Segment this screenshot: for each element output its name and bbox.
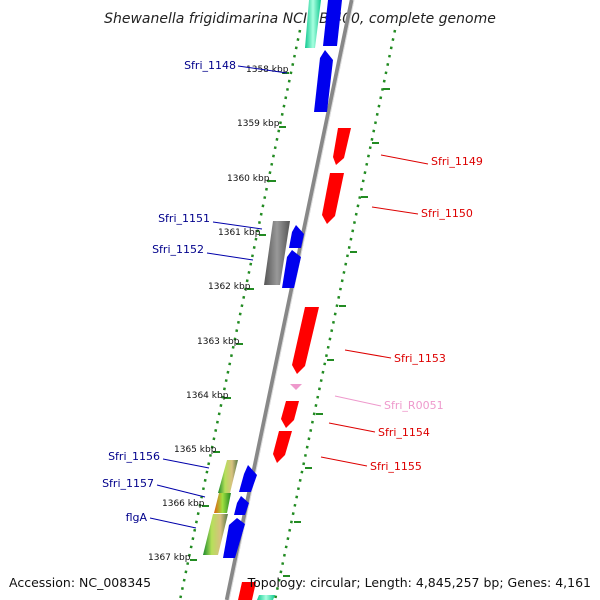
accession-text: Accession: NC_008345 <box>9 575 151 590</box>
gene-label-sfri-r0051[interactable]: Sfri_R0051 <box>384 399 444 412</box>
gene-arrow-sfri-1152[interactable] <box>282 250 301 288</box>
gene-label-sfri-1148[interactable]: Sfri_1148 <box>184 59 236 72</box>
label-leader-line <box>212 221 263 230</box>
kbp-ticks: 1358 kbp 1359 kbp 1360 kbp 1361 kbp 1362… <box>148 65 289 563</box>
tick-label: 1359 kbp <box>237 119 280 129</box>
gene-arrow-sfri-1150[interactable] <box>322 173 344 224</box>
genome-backbone-highlight <box>228 0 355 600</box>
gene-arrow-sfri-1151[interactable] <box>289 225 304 248</box>
label-leader-line <box>156 484 206 498</box>
right-track-ticks <box>283 88 390 577</box>
tick-label: 1363 kbp <box>197 337 240 347</box>
gene-arrow-sfri-1148[interactable] <box>314 50 333 112</box>
gene-block-bottom[interactable] <box>257 595 275 600</box>
tick-label: 1367 kbp <box>148 553 191 563</box>
label-leader-line <box>380 154 429 165</box>
gene-label-flga[interactable]: flgA <box>126 511 148 524</box>
label-leader-line <box>149 517 197 529</box>
tick-label: 1360 kbp <box>227 174 270 184</box>
gene-block-green-1[interactable] <box>218 460 238 493</box>
gene-label-sfri-1150[interactable]: Sfri_1150 <box>421 207 473 220</box>
label-leader-line <box>237 65 288 74</box>
gene-arrow-flga[interactable] <box>223 518 245 558</box>
gene-arrow-bottom-red[interactable] <box>238 582 256 600</box>
label-leader-line <box>328 422 376 433</box>
gene-arrow-sfri-1157[interactable] <box>234 496 249 515</box>
gene-block-orange[interactable] <box>214 493 231 513</box>
gene-arrow-sfri-1154[interactable] <box>281 401 299 428</box>
label-leader-line <box>162 458 210 469</box>
gene-block-teal[interactable] <box>305 0 321 48</box>
map-title: Shewanella frigidimarina NCIMB 400, comp… <box>104 11 496 27</box>
right-dotted-track <box>273 29 397 600</box>
gene-arrow-sfri-1147[interactable] <box>323 0 342 46</box>
gene-arrow-sfri-r0051[interactable] <box>290 384 302 390</box>
tick-label: 1365 kbp <box>174 445 217 455</box>
gene-arrow-sfri-1149[interactable] <box>333 128 351 165</box>
genome-backbone <box>224 0 355 600</box>
tick-label: 1361 kbp <box>218 228 261 238</box>
label-leader-line <box>344 349 392 359</box>
gene-arrow-sfri-1155[interactable] <box>273 431 292 463</box>
left-dotted-track <box>178 29 302 600</box>
label-leader-line <box>371 206 419 215</box>
gene-label-sfri-1149[interactable]: Sfri_1149 <box>431 155 483 168</box>
gene-label-sfri-1154[interactable]: Sfri_1154 <box>378 426 430 439</box>
right-gene-labels: Sfri_1149 Sfri_1150 Sfri_1153 Sfri_R0051… <box>320 154 483 473</box>
gene-arrow-sfri-1156[interactable] <box>239 465 257 492</box>
gene-label-sfri-1155[interactable]: Sfri_1155 <box>370 460 422 473</box>
left-gene-labels: Sfri_1148 Sfri_1151 Sfri_1152 Sfri_1156 … <box>102 59 288 529</box>
gene-label-sfri-1156[interactable]: Sfri_1156 <box>108 450 160 463</box>
gene-arrow-sfri-1153[interactable] <box>292 307 319 374</box>
gene-label-sfri-1153[interactable]: Sfri_1153 <box>394 352 446 365</box>
label-leader-line <box>206 252 254 261</box>
tick-label: 1366 kbp <box>162 499 205 509</box>
tick-label: 1362 kbp <box>208 282 251 292</box>
gene-label-sfri-1151[interactable]: Sfri_1151 <box>158 212 210 225</box>
gene-block-gray[interactable] <box>264 221 290 285</box>
gene-label-sfri-1152[interactable]: Sfri_1152 <box>152 243 204 256</box>
gene-block-green-2[interactable] <box>203 514 228 555</box>
tick-label: 1364 kbp <box>186 391 229 401</box>
label-leader-line <box>320 456 368 467</box>
gene-label-sfri-1157[interactable]: Sfri_1157 <box>102 477 154 490</box>
label-leader-line <box>334 395 382 407</box>
topology-text: Topology: circular; Length: 4,845,257 bp… <box>247 575 591 590</box>
